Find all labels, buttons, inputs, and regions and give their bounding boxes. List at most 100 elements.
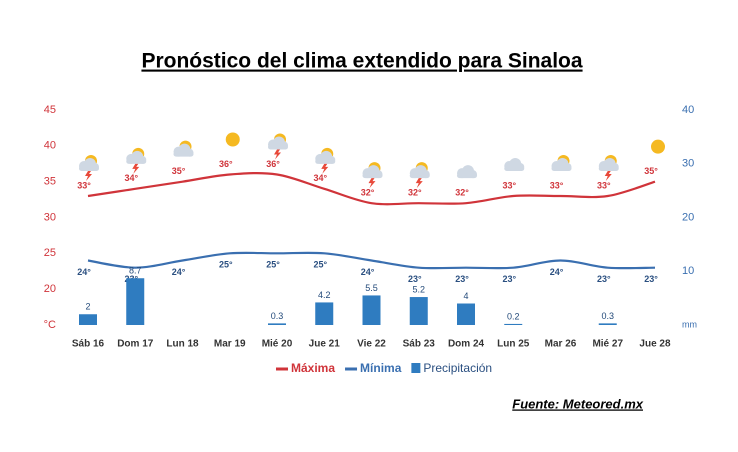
temp-label: 36° [266,159,280,169]
weather-icon [315,147,336,174]
x-tick-label: Jue 28 [639,339,671,350]
temp-label: 24° [361,267,375,277]
cloud [504,166,525,171]
x-tick-label: Dom 24 [448,339,485,350]
y-tick-label: 25 [44,247,56,259]
temp-label: 25° [313,260,327,270]
sun [651,139,665,154]
cloud [598,166,619,171]
temp-label: 33° [502,180,516,190]
weather-icon [651,139,665,154]
precip-label: 4.2 [318,290,331,300]
cloud [362,173,383,179]
x-tick-label: Sáb 16 [72,339,105,350]
temp-label: 23° [502,274,516,284]
bolt [132,163,140,174]
y2-tick-label: 20 [682,211,694,223]
temp-label: 33° [597,180,611,190]
x-tick-label: Vie 22 [357,339,386,350]
source: Fuente: Meteored.mx [512,396,644,411]
precip-label: 5.2 [412,284,425,294]
cloud [126,158,147,164]
sun [225,132,240,147]
weather-icon [268,133,288,160]
y-tick-label: 40 [44,140,56,152]
weather-icon [362,162,383,189]
temp-label: 25° [219,260,233,270]
temp-label: 32° [455,188,469,198]
temp-label: 25° [266,260,280,270]
bolt [604,171,612,181]
precip-label: 2 [85,302,90,312]
legend-label: Máxima [291,361,335,375]
weather-icon [504,158,525,171]
temp-label: 23° [644,274,658,284]
precip-label: 0.3 [601,311,614,321]
x-tick-label: Sáb 23 [403,339,436,350]
temp-label: 32° [408,188,422,198]
temp-label: 32° [361,188,375,198]
weather-icon [173,140,194,157]
legend-label: Precipitación [423,361,492,375]
y-tick-label: 35 [44,176,56,188]
precip-bar [457,303,475,325]
x-tick-label: Mié 20 [262,339,293,350]
cloud [551,166,572,171]
temp-label: 24° [77,267,91,277]
y-tick-label: 20 [44,283,56,295]
weather-icon [598,155,619,181]
temp-label: 36° [219,159,233,169]
cloud [409,173,430,179]
cloud [457,173,477,179]
y2-tick-label: mm [682,319,697,329]
cloud [173,151,194,157]
x-tick-label: Lun 18 [166,339,199,350]
temp-label: 24° [550,267,564,277]
bolt [321,163,329,174]
bolt [85,171,92,181]
x-tick-label: Dom 17 [117,339,154,350]
precip-bar [79,314,97,325]
temp-label: 23° [455,274,469,284]
y2-tick-label: 10 [682,265,694,277]
precip-label: 0.3 [271,311,284,321]
bolt [274,149,281,160]
bolt [415,178,423,189]
bolt [368,178,376,189]
precip-label: 0.2 [507,311,520,321]
precip-label: 5.5 [365,283,378,293]
weather-icon [126,147,147,174]
temp-label: 35° [172,166,186,176]
cloud [79,166,99,171]
weather-icon [225,132,240,147]
precip-label: 4 [463,291,468,301]
y2-tick-label: 40 [682,104,694,116]
temp-line [87,251,656,270]
temp-label: 24° [172,267,186,277]
y-tick-label: 30 [44,211,56,223]
temp-label: 33° [77,180,91,190]
y2-tick-label: 30 [682,158,694,170]
weather-icon [79,155,99,181]
precip-label: 8.7 [129,266,142,276]
temp-label: 23° [597,274,611,284]
x-tick-label: Mié 27 [592,339,623,350]
y-tick-label: 45 [44,104,56,116]
temp-label: 34° [313,173,327,183]
cloud [268,144,288,150]
precip-bar [315,302,334,325]
x-tick-label: Jue 21 [309,339,341,350]
chart-title: Pronóstico del clima extendido para Sina… [141,50,582,73]
temp-label: 34° [124,173,138,183]
x-tick-label: Mar 19 [214,339,246,350]
weather-icon [409,162,430,189]
cloud [315,158,336,164]
temp-label: 35° [644,166,658,176]
precip-bar [409,297,428,325]
precip-bar [126,278,145,325]
x-tick-label: Mar 26 [545,339,577,350]
precip-bar [598,323,617,325]
y-tick-label: °C [44,319,56,331]
weather-icon [457,165,477,179]
